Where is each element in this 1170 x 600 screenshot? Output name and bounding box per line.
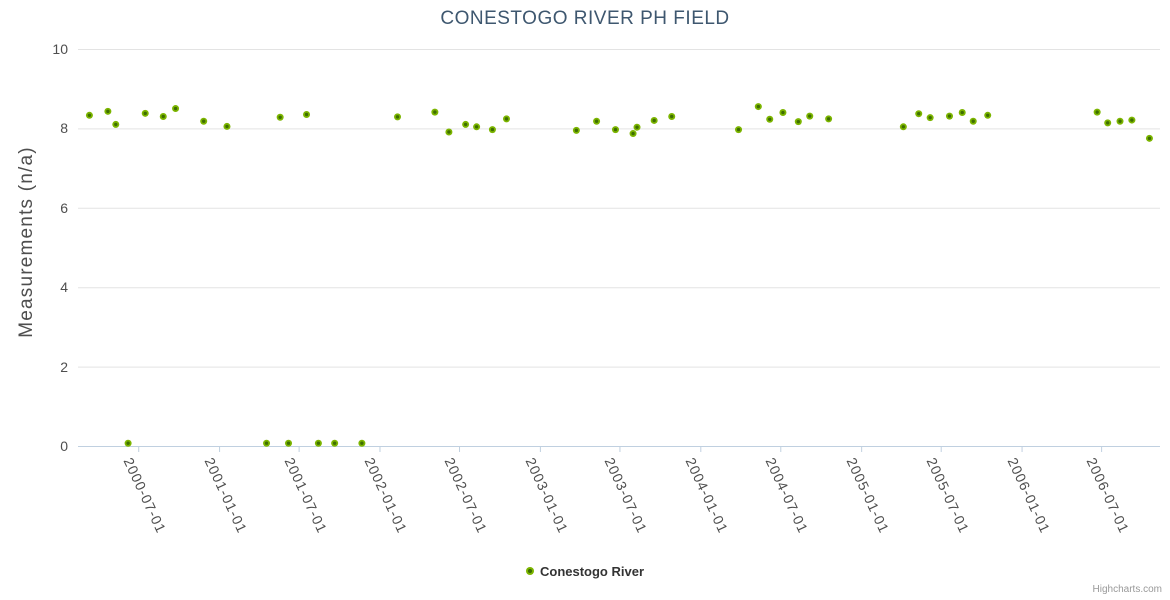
data-point-core	[173, 106, 178, 111]
legend-marker-icon	[525, 567, 534, 575]
y-axis-title: Measurements (n/a)	[16, 146, 37, 338]
data-point-core	[201, 119, 206, 123]
data-point-core	[1106, 121, 1110, 125]
data-point-core	[395, 115, 400, 119]
y-tick-label: 4	[60, 279, 68, 296]
data-point-core	[126, 441, 130, 445]
highcharts-credits-link[interactable]: Highcharts.com	[1092, 584, 1162, 595]
y-tick-label: 6	[60, 199, 68, 216]
data-point-core	[947, 114, 952, 118]
data-point-core	[490, 127, 495, 132]
data-point-core	[225, 124, 229, 129]
data-point-core	[808, 114, 812, 118]
data-point-core	[613, 127, 618, 132]
data-point-core	[756, 104, 761, 109]
data-point-core	[594, 119, 599, 123]
data-point-core	[114, 122, 118, 127]
data-point-core	[768, 117, 772, 121]
data-point-core	[901, 125, 906, 129]
data-point-core	[304, 112, 309, 117]
data-point-core	[631, 131, 635, 136]
data-point-core	[971, 119, 975, 123]
data-point-core	[106, 109, 110, 114]
data-point-core	[286, 441, 291, 445]
data-point-core	[736, 127, 741, 132]
data-point-core	[161, 114, 165, 119]
data-point-core	[574, 128, 579, 133]
chart-title: CONESTOGO RIVER PH FIELD	[440, 8, 730, 29]
y-tick-label: 10	[52, 41, 68, 57]
data-point-core	[1130, 118, 1134, 122]
data-point-core	[1147, 136, 1152, 141]
y-tick-label: 2	[60, 358, 68, 375]
legend-item-conestogo-river[interactable]: Conestogo River	[0, 562, 1170, 580]
data-point-core	[960, 110, 964, 115]
data-point-core	[143, 111, 147, 116]
data-point-core	[986, 113, 990, 117]
data-point-core	[360, 441, 364, 445]
data-point-core	[635, 125, 639, 129]
data-point-core	[504, 117, 509, 121]
data-point-core	[781, 110, 785, 115]
data-point-core	[474, 125, 479, 129]
data-point-core	[332, 441, 337, 445]
data-point-core	[1118, 119, 1122, 123]
data-point-core	[87, 113, 92, 117]
y-tick-label: 8	[60, 120, 68, 137]
data-point-core	[826, 117, 831, 121]
data-point-core	[316, 441, 321, 445]
data-point-core	[447, 130, 451, 134]
y-tick-label: 0	[60, 438, 68, 454]
data-point-core	[433, 110, 437, 114]
data-point-core	[1095, 110, 1099, 114]
data-point-core	[463, 122, 468, 127]
data-point-core	[796, 119, 801, 124]
data-point-core	[917, 112, 921, 116]
data-point-core	[928, 115, 932, 120]
legend-series-label: Conestogo River	[539, 563, 644, 579]
data-point-core	[670, 114, 674, 119]
data-point-core	[264, 441, 269, 445]
data-point-core	[652, 118, 656, 123]
data-point-core	[278, 115, 282, 119]
